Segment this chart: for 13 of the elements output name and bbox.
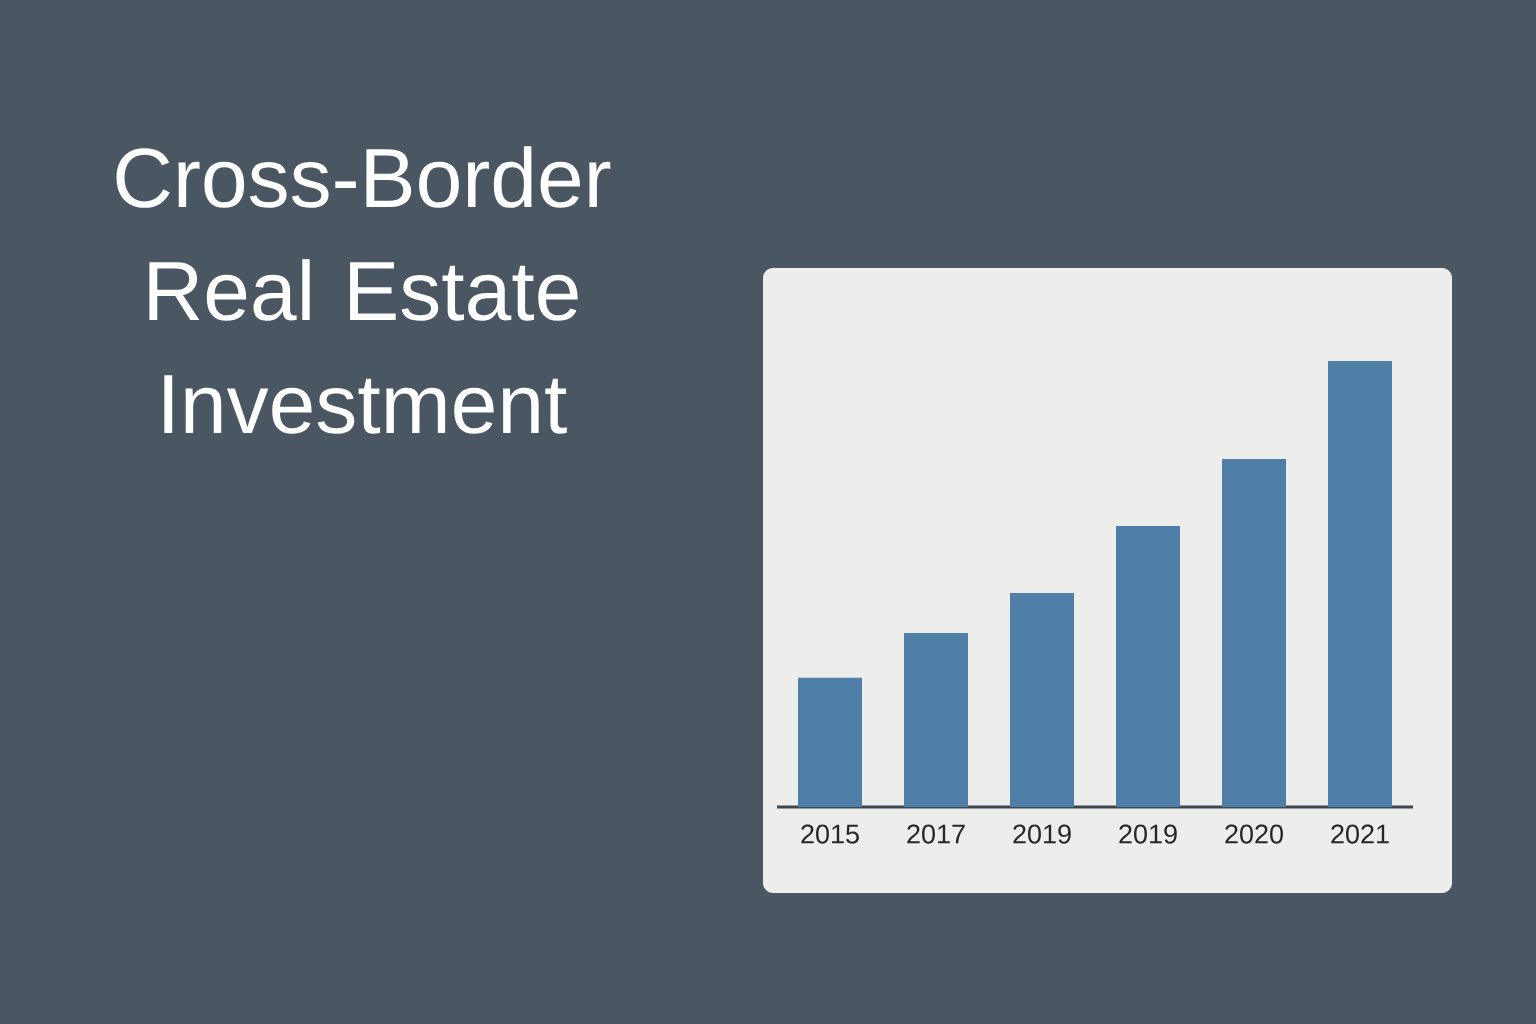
- x-tick-label: 2015: [801, 824, 859, 844]
- bar: [798, 677, 863, 807]
- bar: [1010, 592, 1075, 807]
- x-tick-label: 2020: [1225, 824, 1283, 844]
- x-tick-label: 2017: [907, 824, 965, 844]
- x-tick-label: 2019: [1013, 824, 1071, 844]
- bar: [1222, 459, 1287, 807]
- x-tick-label: 2021: [1331, 824, 1389, 844]
- x-tick-label: 2019: [1119, 824, 1177, 844]
- chart-title: Cross-Border Real Estate Investment: [116, 146, 611, 434]
- bar: [1116, 526, 1181, 807]
- bar: [904, 633, 969, 807]
- bar: [1328, 360, 1393, 807]
